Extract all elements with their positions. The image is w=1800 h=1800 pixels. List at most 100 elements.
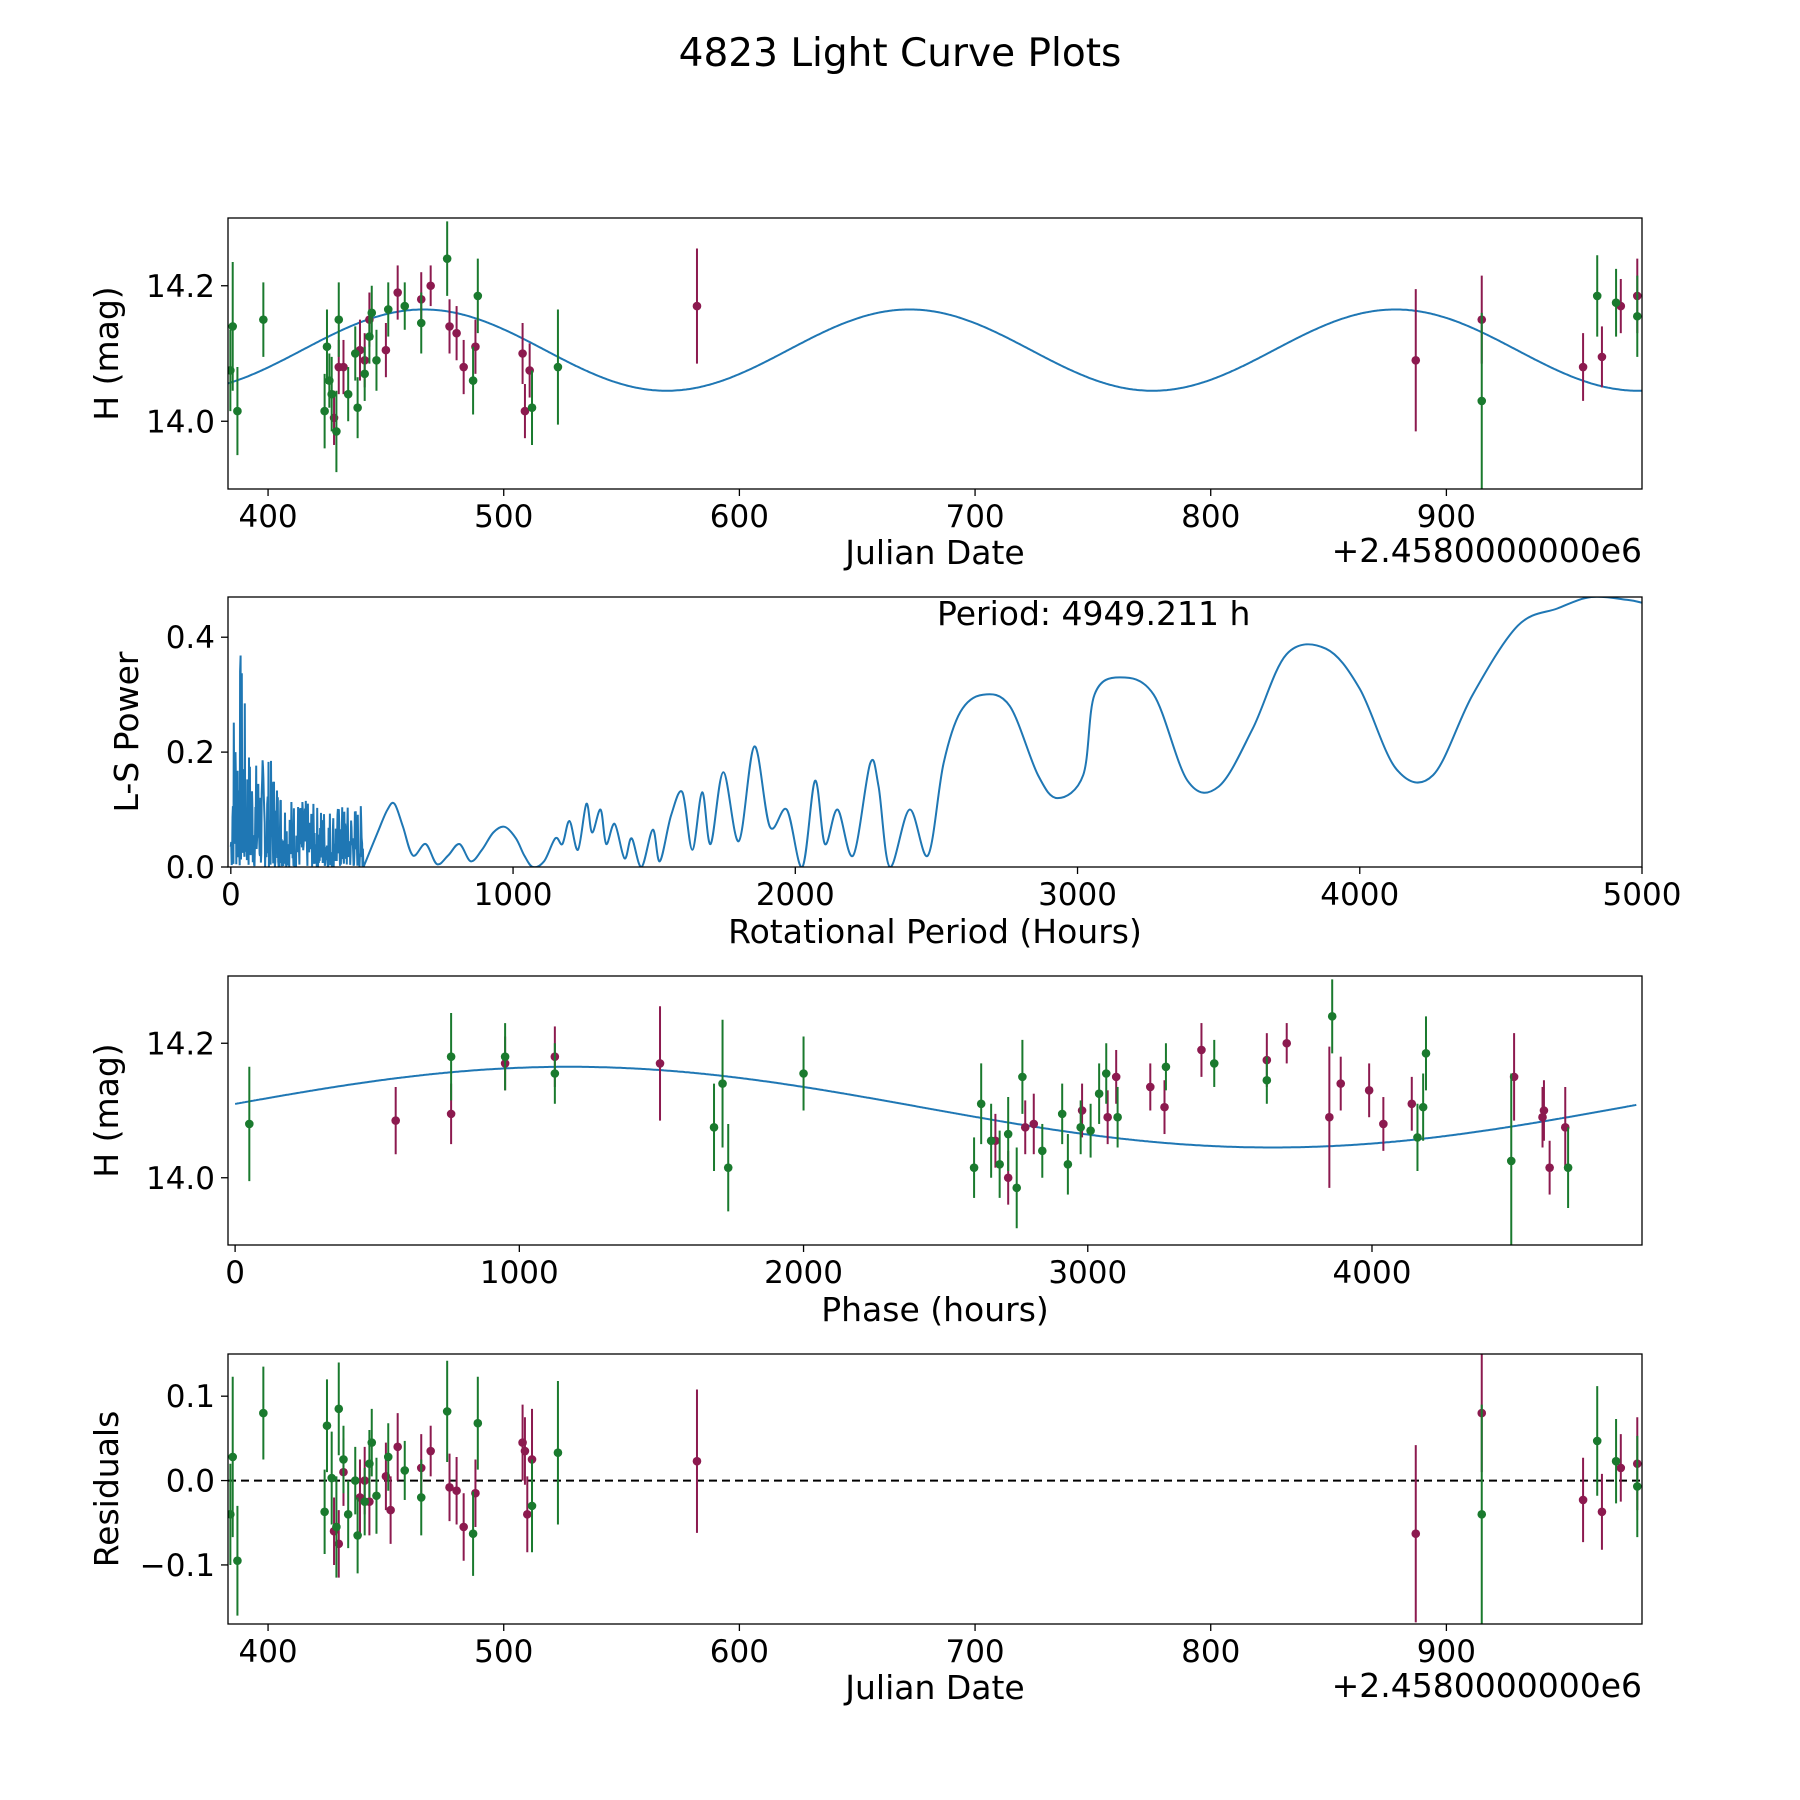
data-point: [1611, 298, 1621, 307]
data-point: [372, 355, 381, 365]
data-point: [1111, 1072, 1121, 1082]
x-tick-label: 4000: [1320, 877, 1399, 913]
plot-area: [228, 1354, 1642, 1624]
data-point: [332, 1522, 341, 1532]
data-point: [1012, 1183, 1022, 1193]
data-point: [259, 1408, 268, 1418]
x-tick-label: 3000: [1048, 1255, 1127, 1291]
data-point: [442, 254, 452, 263]
data-point: [334, 315, 344, 324]
data-point: [799, 1069, 808, 1078]
data-point: [327, 1473, 336, 1483]
data-point: [1077, 1106, 1087, 1115]
data-point: [381, 345, 391, 355]
data-point: [527, 1501, 537, 1511]
data-point: [452, 328, 461, 338]
data-point: [1037, 1146, 1047, 1156]
data-point: [986, 1136, 996, 1146]
data-point: [468, 376, 478, 385]
data-point: [1539, 1106, 1549, 1115]
data-point: [426, 1446, 435, 1456]
data-point: [1411, 1529, 1421, 1539]
x-tick-label: 500: [474, 499, 533, 535]
data-point: [228, 1452, 238, 1462]
x-tick-label: 900: [1417, 499, 1476, 535]
data-point: [445, 322, 454, 331]
data-point: [723, 1163, 733, 1172]
data-point: [426, 281, 435, 291]
y-tick-label: 0.0: [166, 850, 215, 886]
data-point: [446, 1052, 456, 1061]
data-point: [1545, 1163, 1554, 1172]
x-tick-label: 0: [221, 877, 241, 913]
data-point: [1003, 1173, 1013, 1183]
data-point: [976, 1099, 986, 1109]
data-point: [1616, 1463, 1626, 1473]
data-point: [400, 1466, 410, 1475]
x-tick-label: 4000: [1333, 1255, 1412, 1291]
data-point: [1597, 352, 1607, 362]
axes-frame: [227, 217, 1643, 490]
data-point: [1094, 1089, 1104, 1098]
data-point: [1411, 355, 1421, 365]
data-point: [1407, 1099, 1417, 1109]
data-point: [520, 406, 530, 416]
y-tick-label: 14.2: [146, 269, 215, 305]
data-point: [393, 1442, 402, 1452]
y-tick-label: 14.0: [146, 404, 215, 440]
period-annotation: Period: 4949.211 h: [937, 594, 1250, 633]
data-point: [391, 1116, 400, 1125]
data-point: [442, 1407, 452, 1416]
data-point: [339, 1455, 348, 1464]
subplots: 400 500 600 700 800 900 14.0 14.2 Julian Date H (…: [87, 217, 1681, 1707]
data-point: [259, 315, 268, 324]
data-point: [500, 1052, 510, 1061]
data-point: [1160, 1102, 1169, 1112]
y-tick-label: 0.4: [166, 620, 215, 656]
data-point: [1018, 1072, 1027, 1082]
x-tick-label: 2000: [764, 1255, 843, 1291]
data-point: [327, 389, 336, 399]
data-point: [1161, 1062, 1171, 1072]
data-point: [233, 406, 242, 416]
data-point: [1578, 362, 1588, 372]
x-tick-label: 400: [238, 499, 297, 535]
x-tick-label: 1000: [474, 877, 553, 913]
data-point: [360, 369, 369, 379]
data-point: [452, 1486, 461, 1495]
x-tick-label: 800: [1181, 1634, 1240, 1670]
data-point: [1611, 1456, 1621, 1466]
data-point: [1364, 1086, 1374, 1095]
data-point: [245, 1119, 254, 1129]
data-point: [1578, 1495, 1588, 1505]
data-point: [1336, 1079, 1346, 1088]
model-curve: [228, 308, 1642, 392]
x-tick-label: 500: [474, 1634, 533, 1670]
data-point: [320, 1507, 329, 1517]
data-point: [353, 1531, 362, 1540]
data-point: [709, 1123, 719, 1132]
x-tick-label: 0: [225, 1255, 245, 1291]
periodogram-line: [229, 597, 1642, 867]
series-filter-b: [245, 979, 1573, 1245]
data-point: [1101, 1069, 1111, 1078]
data-point: [334, 1404, 344, 1414]
series-filter-a: [329, 248, 1642, 445]
y-tick-label: 14.0: [146, 1161, 215, 1197]
data-point: [1063, 1160, 1073, 1169]
x-axis-label: Phase (hours): [821, 1290, 1049, 1329]
axes-frame: [227, 975, 1643, 1246]
data-point: [360, 1497, 369, 1506]
data-point: [520, 1446, 530, 1456]
data-point: [995, 1160, 1004, 1169]
data-point: [692, 1456, 702, 1466]
data-point: [367, 308, 377, 318]
data-point: [468, 1529, 478, 1539]
data-point: [1421, 1049, 1431, 1058]
y-tick-label: −0.1: [140, 1548, 215, 1584]
data-point: [343, 1510, 353, 1519]
data-point: [416, 1493, 426, 1502]
data-point: [445, 1483, 454, 1492]
data-point: [459, 362, 468, 372]
